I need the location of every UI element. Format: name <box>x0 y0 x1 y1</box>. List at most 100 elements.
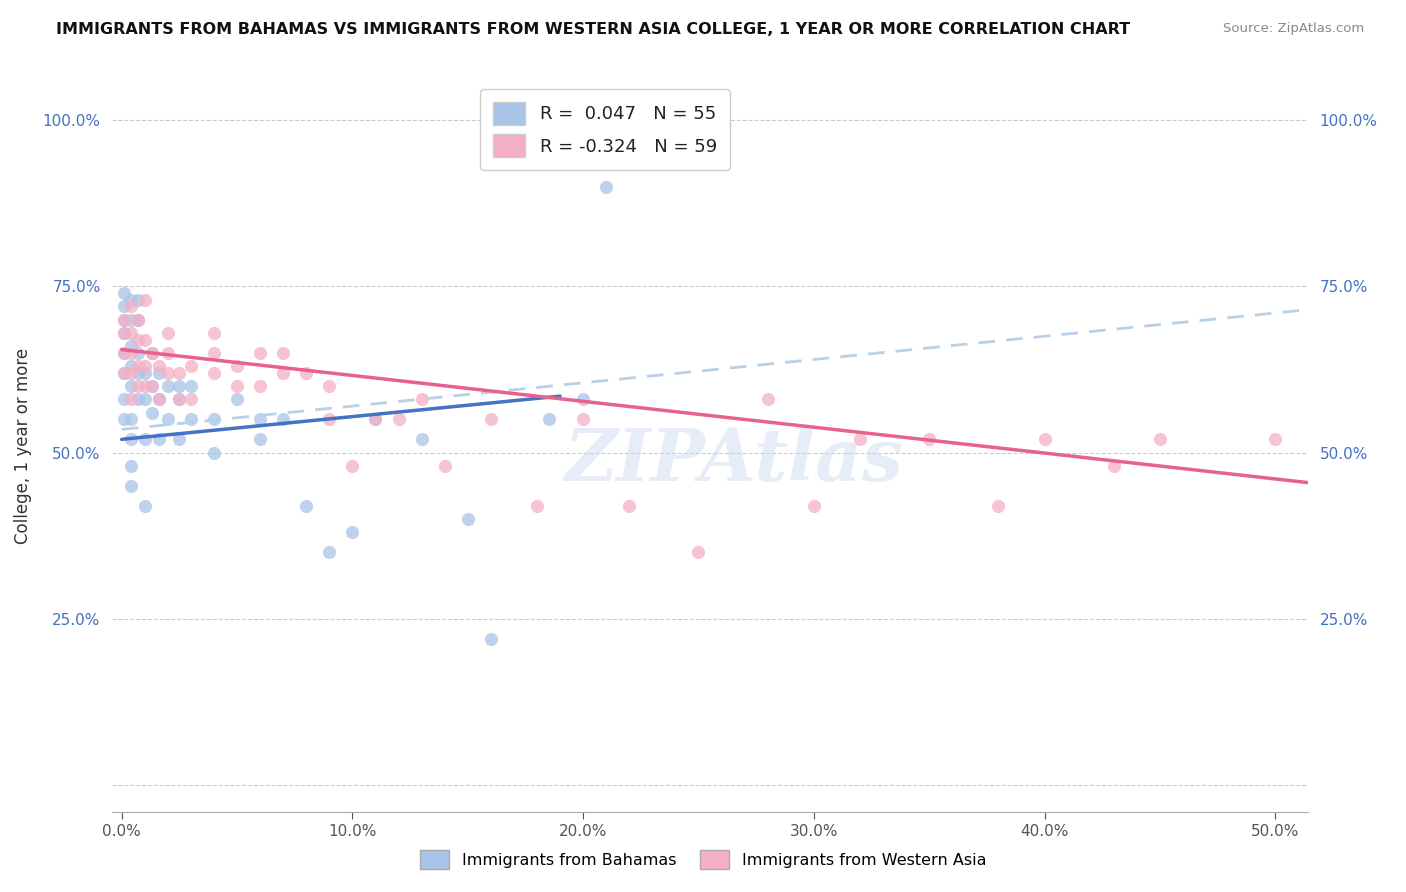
Point <box>127 366 149 380</box>
Point <box>169 392 191 407</box>
Point <box>918 433 941 447</box>
Legend: R =  0.047   N = 55, R = -0.324   N = 59: R = 0.047 N = 55, R = -0.324 N = 59 <box>479 89 730 170</box>
Y-axis label: College, 1 year or more: College, 1 year or more <box>14 348 31 544</box>
Point <box>249 412 271 426</box>
Legend: Immigrants from Bahamas, Immigrants from Western Asia: Immigrants from Bahamas, Immigrants from… <box>413 844 993 875</box>
Point <box>1264 433 1286 447</box>
Point <box>148 433 170 447</box>
Point <box>295 366 318 380</box>
Point <box>342 525 364 540</box>
Point <box>134 392 156 407</box>
Point <box>526 499 548 513</box>
Point <box>180 359 202 374</box>
Point <box>479 412 502 426</box>
Point <box>180 412 202 426</box>
Point <box>141 346 163 360</box>
Point <box>141 406 163 420</box>
Point <box>120 412 142 426</box>
Point <box>148 359 170 374</box>
Point <box>249 433 271 447</box>
Point <box>127 312 149 326</box>
Point <box>112 312 135 326</box>
Point <box>127 379 149 393</box>
Point <box>156 346 179 360</box>
Point <box>134 366 156 380</box>
Point <box>202 445 225 459</box>
Point <box>156 326 179 340</box>
Point <box>127 392 149 407</box>
Point <box>318 379 340 393</box>
Point <box>202 346 225 360</box>
Point <box>112 326 135 340</box>
Point <box>127 333 149 347</box>
Point <box>156 412 179 426</box>
Point <box>572 392 595 407</box>
Point <box>120 479 142 493</box>
Point <box>120 379 142 393</box>
Point <box>803 499 825 513</box>
Point <box>595 179 617 194</box>
Point <box>112 412 135 426</box>
Point <box>318 412 340 426</box>
Point <box>127 359 149 374</box>
Point <box>112 286 135 301</box>
Point <box>141 379 163 393</box>
Point <box>411 433 433 447</box>
Point <box>148 392 170 407</box>
Point <box>1102 458 1125 473</box>
Point <box>134 333 156 347</box>
Point <box>688 545 710 559</box>
Point <box>134 433 156 447</box>
Point <box>156 366 179 380</box>
Point <box>202 366 225 380</box>
Text: ZIPAtlas: ZIPAtlas <box>565 425 903 496</box>
Point <box>120 299 142 313</box>
Point <box>112 312 135 326</box>
Point <box>169 392 191 407</box>
Point <box>756 392 779 407</box>
Point <box>134 499 156 513</box>
Point <box>112 392 135 407</box>
Point <box>457 512 479 526</box>
Point <box>156 379 179 393</box>
Point <box>271 346 294 360</box>
Point <box>148 392 170 407</box>
Point <box>180 379 202 393</box>
Point <box>364 412 387 426</box>
Point <box>364 412 387 426</box>
Point <box>387 412 409 426</box>
Point <box>169 379 191 393</box>
Point <box>120 312 142 326</box>
Point <box>112 326 135 340</box>
Point <box>433 458 456 473</box>
Point <box>202 412 225 426</box>
Point <box>202 326 225 340</box>
Point <box>169 433 191 447</box>
Text: IMMIGRANTS FROM BAHAMAS VS IMMIGRANTS FROM WESTERN ASIA COLLEGE, 1 YEAR OR MORE : IMMIGRANTS FROM BAHAMAS VS IMMIGRANTS FR… <box>56 22 1130 37</box>
Point <box>112 366 135 380</box>
Point <box>120 359 142 374</box>
Point <box>127 312 149 326</box>
Point <box>120 346 142 360</box>
Point <box>141 379 163 393</box>
Point <box>120 293 142 307</box>
Point <box>226 392 249 407</box>
Point <box>134 293 156 307</box>
Point <box>342 458 364 473</box>
Point <box>1149 433 1171 447</box>
Point <box>411 392 433 407</box>
Point <box>537 412 560 426</box>
Point <box>295 499 318 513</box>
Point <box>249 346 271 360</box>
Point <box>226 359 249 374</box>
Point <box>572 412 595 426</box>
Point <box>120 458 142 473</box>
Point <box>120 339 142 353</box>
Point <box>1033 433 1056 447</box>
Point <box>120 366 142 380</box>
Point <box>271 366 294 380</box>
Point <box>148 366 170 380</box>
Point <box>112 299 135 313</box>
Point <box>112 366 135 380</box>
Point <box>271 412 294 426</box>
